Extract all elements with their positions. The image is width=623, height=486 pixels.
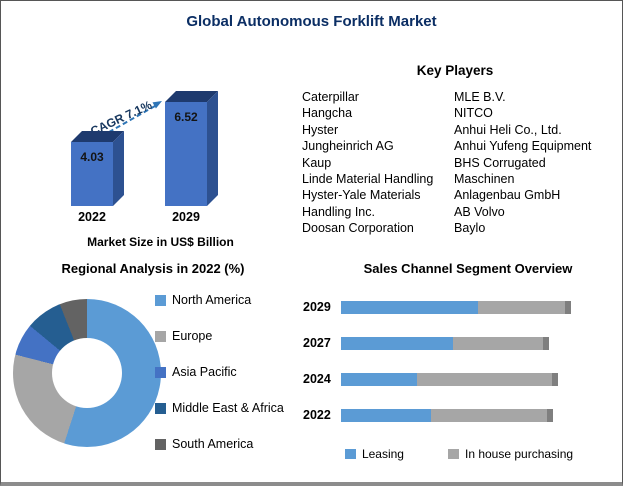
legend-swatch-icon — [447, 449, 459, 459]
key-players-panel: Key Players Caterpillar Hangcha Hyster Jung… — [294, 63, 616, 237]
page-title: Global Autonomous Forklift Market — [186, 13, 437, 30]
legend-label: Europe — [172, 329, 213, 343]
key-player-name: Doosan Corporation — [302, 221, 414, 236]
legend-swatch-icon — [155, 331, 166, 342]
stacked-bar — [341, 372, 558, 386]
sales-legend: Leasing In house purchasing — [299, 447, 619, 461]
key-player-name: NITCO — [454, 106, 493, 121]
key-player-name: Handling Inc. — [302, 204, 375, 219]
bar-segment-in-house — [453, 336, 543, 350]
regional-legend-item: Middle East & Africa — [155, 401, 297, 437]
bar-segment-in-house — [417, 372, 552, 386]
legend-swatch-icon — [155, 367, 166, 378]
key-player-name: Maschinen — [454, 172, 515, 187]
donut-hole — [52, 338, 122, 408]
stacked-bar — [341, 336, 549, 350]
legend-label: Asia Pacific — [172, 365, 237, 379]
sales-channel-panel: Sales Channel Segment Overview 2029 2027 2… — [299, 261, 619, 481]
bar-endcap — [547, 408, 554, 422]
bar-front-face — [165, 101, 207, 206]
bar-value-2022: 4.03 — [80, 149, 104, 164]
regional-heading: Regional Analysis in 2022 (%) — [61, 261, 245, 276]
bar-segment-in-house — [430, 408, 548, 422]
regional-legend-item: Asia Pacific — [155, 365, 297, 401]
key-player-name: Anlagenbau GmbH — [454, 188, 561, 203]
key-player-name: Anhui Heli Co., Ltd. — [454, 122, 562, 137]
year-label: 2024 — [303, 372, 331, 386]
regional-analysis-panel: Regional Analysis in 2022 (%) North Amer… — [7, 261, 299, 481]
legend-swatch-icon — [155, 403, 166, 414]
key-player-name: BHS Corrugated — [454, 155, 546, 170]
bar-endcap — [551, 372, 558, 386]
key-player-name: Kaup — [302, 155, 332, 170]
key-player-name: Jungheinrich AG — [302, 139, 394, 154]
category-label-2022: 2022 — [78, 210, 106, 224]
market-size-chart: CAGR 7.1% 4.03 6.52 2022 2029 Market Siz… — [43, 56, 278, 256]
year-label: 2029 — [303, 300, 331, 314]
year-label: 2022 — [303, 408, 331, 422]
bar-endcap — [542, 336, 549, 350]
bar-segment-leasing — [341, 300, 478, 314]
bar-segment-in-house — [477, 300, 565, 314]
key-player-name: MLE B.V. — [454, 90, 506, 104]
regional-legend: North America Europe Asia Pacific Middle Ea… — [155, 293, 297, 473]
key-players-columns: Caterpillar Hangcha Hyster Jungheinrich AG K… — [294, 89, 616, 237]
sales-heading: Sales Channel Segment Overview — [363, 261, 573, 276]
key-players-heading: Key Players — [416, 63, 494, 78]
stacked-bar — [341, 300, 571, 314]
key-player-name: Hyster-Yale Materials — [302, 188, 421, 203]
key-player-name: Anhui Yufeng Equipment — [454, 139, 592, 154]
year-label: 2027 — [303, 336, 331, 350]
sales-bar-row: 2029 — [299, 289, 619, 325]
sales-legend-item: Leasing — [344, 447, 404, 461]
regional-donut-chart — [13, 299, 161, 447]
legend-label: North America — [172, 293, 252, 307]
stacked-bar — [341, 408, 554, 422]
key-players-column-left: Caterpillar Hangcha Hyster Jungheinrich AG K… — [302, 89, 454, 237]
sales-bar-row: 2027 — [299, 325, 619, 361]
key-player-name: Linde Material Handling — [302, 172, 434, 187]
legend-swatch-icon — [344, 449, 356, 459]
key-player-name: Hangcha — [302, 106, 353, 121]
legend-swatch-icon — [155, 295, 166, 306]
category-label-2029: 2029 — [172, 210, 200, 224]
key-player-name: Hyster — [302, 122, 339, 137]
key-player-name: Caterpillar — [302, 90, 359, 104]
sales-bar-row: 2024 — [299, 361, 619, 397]
bar-front-face — [71, 141, 113, 206]
legend-swatch-icon — [155, 439, 166, 450]
legend-label: South America — [172, 437, 254, 451]
legend-label: In house purchasing — [464, 447, 574, 461]
sales-bar-rows: 2029 2027 2024 2022 — [299, 289, 619, 433]
regional-legend-item: Europe — [155, 329, 297, 365]
key-player-name: AB Volvo — [454, 204, 505, 219]
bar-value-2029: 6.52 — [174, 109, 198, 124]
legend-label: Leasing — [361, 447, 404, 461]
bar-segment-leasing — [341, 372, 418, 386]
bar-segment-leasing — [341, 336, 453, 350]
sales-legend-item: In house purchasing — [447, 447, 574, 461]
bar-endcap — [564, 300, 571, 314]
bar-segment-leasing — [341, 408, 431, 422]
sales-bar-row: 2022 — [299, 397, 619, 433]
bar-side-face — [207, 90, 218, 206]
key-player-name: Baylo — [454, 221, 486, 236]
regional-legend-item: North America — [155, 293, 297, 329]
market-axis-label: Market Size in US$ Billion — [87, 235, 234, 249]
legend-label: Middle East & Africa — [172, 401, 284, 415]
key-players-column-right: MLE B.V. NITCO Anhui Heli Co., Ltd. Anhui Y… — [454, 89, 614, 237]
bar-side-face — [113, 130, 124, 206]
regional-legend-item: South America — [155, 437, 297, 473]
